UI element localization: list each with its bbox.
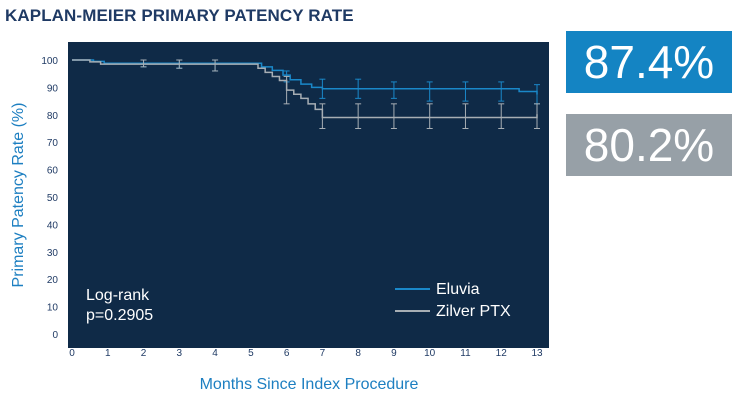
chart-title: KAPLAN-MEIER PRIMARY PATENCY RATE: [5, 6, 354, 25]
y-axis-label: Primary Patency Rate (%): [10, 103, 27, 288]
x-tick-label: 6: [284, 348, 290, 359]
x-tick-label: 9: [391, 348, 397, 359]
y-tick-label: 80: [47, 111, 59, 122]
x-tick-label: 12: [496, 348, 508, 359]
x-tick-label: 13: [531, 348, 543, 359]
plot-area: [68, 42, 549, 348]
y-tick-label: 50: [47, 193, 59, 204]
series-zilver-ptx: [72, 59, 540, 129]
x-tick-label: 2: [141, 348, 147, 359]
y-tick-label: 100: [41, 56, 58, 67]
y-tick-label: 60: [47, 166, 59, 177]
x-tick-label: 1: [105, 348, 111, 359]
y-tick-label: 40: [47, 220, 59, 231]
x-tick-label: 11: [460, 348, 471, 359]
x-tick-label: 3: [177, 348, 183, 359]
x-tick-label: 8: [355, 348, 361, 359]
legend-label: Zilver PTX: [436, 303, 511, 320]
series-line: [72, 59, 538, 95]
y-tick-label: 20: [47, 275, 59, 286]
x-tick-label: 0: [69, 348, 75, 359]
y-tick-label: 90: [47, 83, 59, 94]
x-tick-label: 4: [212, 348, 218, 359]
log-rank-annotation: Log-rank: [86, 287, 150, 304]
y-tick-label: 0: [52, 330, 58, 341]
y-tick-label: 30: [47, 248, 59, 259]
legend-label: Eluvia: [436, 281, 480, 298]
x-tick-label: 10: [424, 348, 436, 359]
zilver-rate-badge: 80.2%: [566, 114, 732, 176]
y-tick-label: 70: [47, 138, 59, 149]
log-rank-annotation: p=0.2905: [86, 307, 153, 324]
y-tick-label: 10: [47, 303, 59, 314]
x-tick-label: 7: [320, 348, 326, 359]
x-tick-label: 5: [248, 348, 254, 359]
x-axis-label: Months Since Index Procedure: [200, 376, 419, 393]
eluvia-rate-badge: 87.4%: [566, 31, 732, 93]
series-line: [72, 59, 538, 119]
